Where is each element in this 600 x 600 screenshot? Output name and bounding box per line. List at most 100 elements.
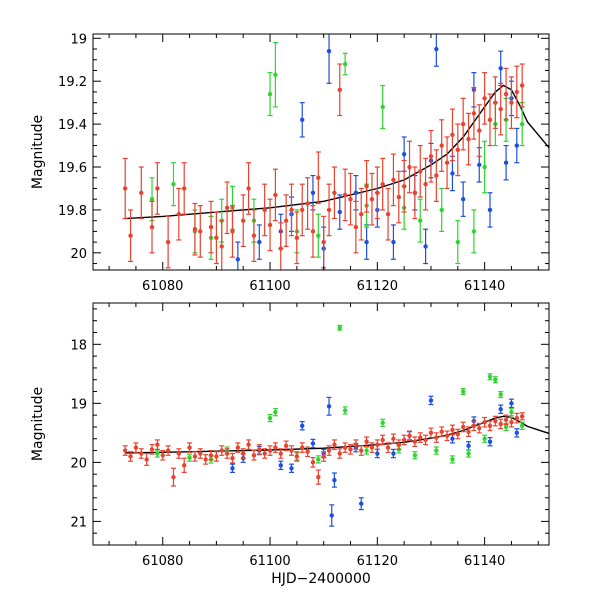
- data-point: [407, 164, 412, 170]
- data-point: [353, 442, 359, 447]
- data-point: [203, 457, 208, 462]
- data-point: [342, 61, 348, 67]
- data-point: [460, 389, 466, 394]
- data-point: [353, 190, 359, 195]
- data-point: [289, 466, 294, 471]
- data-point: [165, 448, 171, 453]
- data-point: [273, 409, 278, 415]
- data-point: [329, 513, 334, 518]
- data-point: [477, 162, 482, 168]
- data-point: [364, 184, 369, 189]
- data-point: [380, 437, 385, 443]
- data-point: [305, 201, 310, 206]
- data-point: [396, 442, 401, 447]
- data-point: [509, 100, 514, 105]
- data-point: [165, 239, 171, 245]
- data-point: [396, 194, 401, 200]
- data-point: [155, 186, 160, 191]
- data-point: [300, 445, 305, 450]
- data-point: [477, 128, 482, 133]
- data-point: [466, 451, 471, 456]
- y-tick-label: 18: [70, 338, 87, 353]
- data-point: [332, 442, 337, 447]
- data-point: [519, 423, 525, 428]
- data-point: [187, 445, 192, 450]
- plot-frame: [92, 302, 550, 546]
- top-panel: 61080 61100 61120 61140 19 19.2 19.4 19.6 19.8 20…: [30, 32, 550, 294]
- data-point: [519, 414, 525, 419]
- data-point: [364, 439, 369, 444]
- data-point: [235, 257, 241, 262]
- data-point: [471, 423, 477, 428]
- data-point: [418, 435, 423, 440]
- data-point: [434, 435, 439, 440]
- data-point: [316, 233, 321, 238]
- data-series: [154, 324, 525, 464]
- data-point: [444, 433, 450, 439]
- data-point: [144, 457, 149, 462]
- data-point: [482, 436, 487, 441]
- data-point: [326, 48, 332, 54]
- bottom-panel: 61080 61100 61120 61140 18 19 20 21 Magnitude HJD…: [30, 302, 550, 587]
- data-point: [471, 111, 477, 116]
- data-point: [391, 451, 396, 456]
- data-point: [139, 190, 144, 195]
- data-point: [514, 415, 520, 421]
- data-point: [316, 474, 321, 480]
- data-point: [321, 239, 326, 245]
- data-point: [498, 421, 503, 427]
- data-point: [149, 224, 155, 230]
- data-point: [300, 117, 305, 123]
- data-point: [375, 190, 380, 195]
- data-point: [482, 420, 487, 425]
- data-point: [439, 429, 444, 434]
- data-point: [155, 442, 160, 447]
- data-point: [128, 454, 133, 459]
- y-tick-label: 21: [70, 515, 87, 530]
- data-point: [428, 154, 434, 159]
- data-point: [160, 453, 165, 458]
- data-point: [294, 454, 300, 459]
- data-point: [493, 377, 498, 382]
- data-point: [514, 430, 520, 436]
- y-tick-label: 19.4: [58, 118, 87, 133]
- data-point: [401, 184, 407, 189]
- model-curve-line: [125, 84, 549, 220]
- data-point: [450, 457, 455, 462]
- x-tick-label: 61120: [357, 279, 398, 294]
- data-point: [283, 218, 289, 223]
- data-point: [364, 448, 369, 453]
- data-point: [294, 235, 300, 241]
- data-point: [267, 91, 273, 97]
- data-point: [348, 197, 353, 202]
- data-point: [128, 233, 133, 238]
- data-point: [149, 197, 155, 202]
- data-point: [267, 222, 273, 228]
- data-point: [493, 418, 498, 424]
- data-point: [375, 442, 380, 447]
- data-point: [310, 190, 316, 195]
- data-point: [230, 229, 235, 234]
- data-point: [316, 175, 321, 180]
- data-point: [364, 239, 369, 245]
- data-point: [310, 441, 316, 446]
- data-point: [326, 448, 332, 453]
- data-point: [434, 448, 439, 453]
- data-point: [412, 190, 418, 195]
- data-point: [133, 445, 139, 450]
- data-point: [401, 437, 407, 443]
- data-point: [332, 477, 337, 483]
- data-point: [262, 451, 267, 456]
- data-point: [482, 164, 487, 170]
- data-point: [466, 136, 471, 142]
- data-point: [273, 72, 278, 77]
- data-series: [122, 63, 525, 270]
- x-tick-label: 61100: [249, 279, 290, 294]
- data-point: [214, 235, 219, 241]
- data-point: [401, 151, 407, 157]
- data-point: [342, 445, 348, 450]
- data-point: [487, 117, 493, 123]
- data-point: [455, 431, 460, 437]
- data-point: [391, 436, 396, 441]
